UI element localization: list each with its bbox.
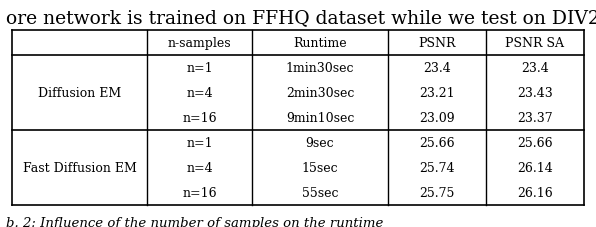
Text: 23.43: 23.43 xyxy=(517,86,553,100)
Text: 23.4: 23.4 xyxy=(423,62,451,75)
Text: 23.09: 23.09 xyxy=(419,111,455,125)
Text: Fast Diffusion EM: Fast Diffusion EM xyxy=(23,161,136,175)
Text: n=1: n=1 xyxy=(187,62,213,75)
Text: Runtime: Runtime xyxy=(293,37,347,50)
Text: 25.66: 25.66 xyxy=(517,136,553,150)
Text: 23.21: 23.21 xyxy=(419,86,455,100)
Text: 1min30sec: 1min30sec xyxy=(285,62,354,75)
Text: n=16: n=16 xyxy=(182,111,217,125)
Text: n=4: n=4 xyxy=(187,86,213,100)
Text: 25.74: 25.74 xyxy=(419,161,455,175)
Text: 9min10sec: 9min10sec xyxy=(286,111,354,125)
Text: ore network is trained on FFHQ dataset while we test on DIV2: ore network is trained on FFHQ dataset w… xyxy=(6,9,596,27)
Text: 26.14: 26.14 xyxy=(517,161,553,175)
Text: n-samples: n-samples xyxy=(168,37,232,50)
Text: 15sec: 15sec xyxy=(302,161,339,175)
Text: b. 2: Influence of the number of samples on the runtime: b. 2: Influence of the number of samples… xyxy=(6,216,383,227)
Text: n=4: n=4 xyxy=(187,161,213,175)
Text: Diffusion EM: Diffusion EM xyxy=(38,86,121,100)
Text: 2min30sec: 2min30sec xyxy=(286,86,354,100)
Text: 25.66: 25.66 xyxy=(419,136,455,150)
Text: 26.16: 26.16 xyxy=(517,186,553,200)
Text: 9sec: 9sec xyxy=(306,136,334,150)
Text: PSNR SA: PSNR SA xyxy=(505,37,564,50)
Text: 23.37: 23.37 xyxy=(517,111,553,125)
Text: n=1: n=1 xyxy=(187,136,213,150)
Text: 25.75: 25.75 xyxy=(419,186,455,200)
Text: PSNR: PSNR xyxy=(418,37,455,50)
Text: n=16: n=16 xyxy=(182,186,217,200)
Text: 55sec: 55sec xyxy=(302,186,339,200)
Text: 23.4: 23.4 xyxy=(521,62,549,75)
